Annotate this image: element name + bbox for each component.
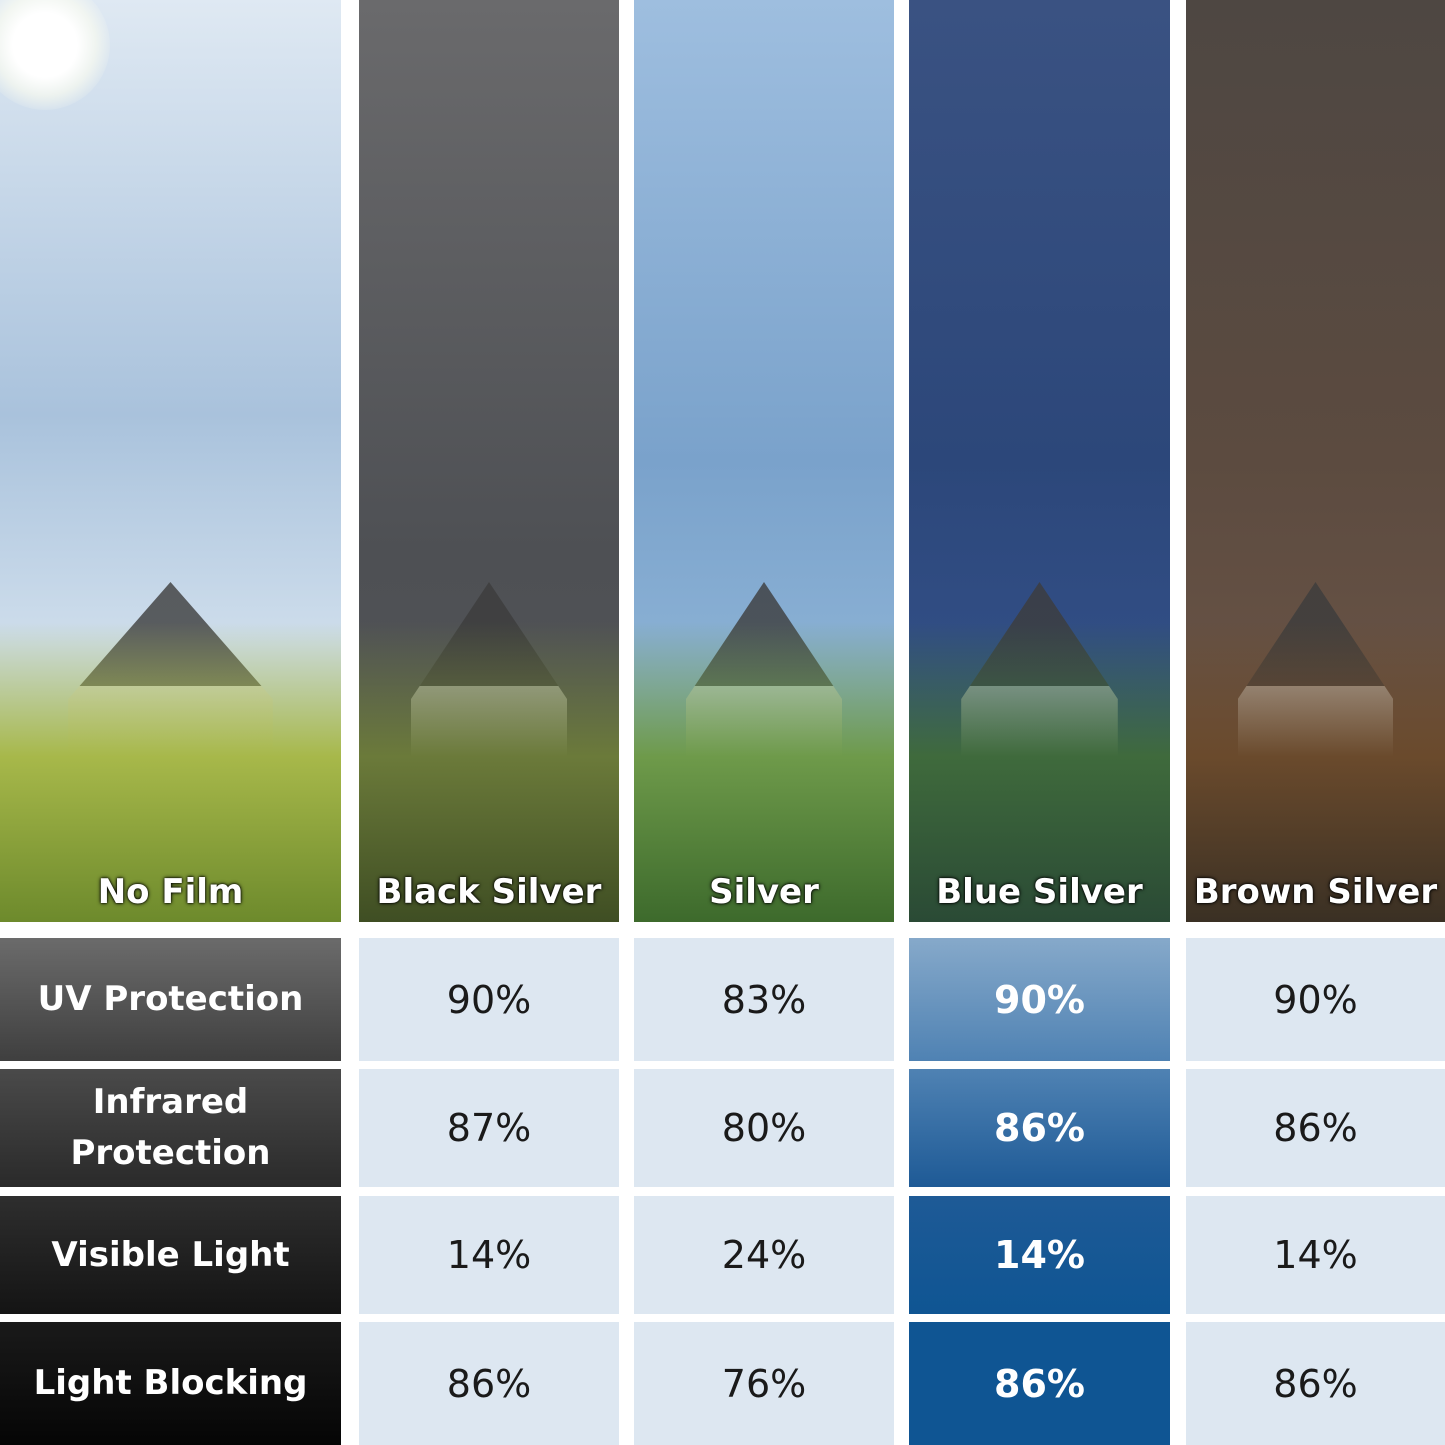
value-cell: 14%: [359, 1196, 619, 1314]
row-label-uv-protection: UV Protection: [0, 938, 341, 1061]
greenery-image: [1186, 622, 1445, 922]
value-cell: 14%: [909, 1196, 1170, 1314]
greenery-image: [359, 622, 619, 922]
value-cell: 90%: [909, 938, 1170, 1061]
row-label-light-blocking: Light Blocking: [0, 1322, 341, 1445]
value-cell: 76%: [634, 1322, 894, 1445]
value-cell: 86%: [359, 1322, 619, 1445]
row-label-visible-light: Visible Light: [0, 1196, 341, 1314]
column-title: Black Silver: [376, 872, 602, 912]
value-cell: 83%: [634, 938, 894, 1061]
column-title: Blue Silver: [936, 872, 1143, 912]
value-cell: 86%: [909, 1322, 1170, 1445]
photo-silver: Silver: [634, 0, 894, 922]
column-title: Brown Silver: [1193, 872, 1438, 912]
greenery-image: [634, 622, 894, 922]
photo-no-film: No Film: [0, 0, 341, 922]
greenery-image: [0, 622, 341, 922]
photo-blue-silver: Blue Silver: [909, 0, 1170, 922]
value-cell: 90%: [1186, 938, 1445, 1061]
value-cell: 86%: [1186, 1069, 1445, 1187]
column-title: Silver: [709, 872, 819, 912]
value-cell: 86%: [909, 1069, 1170, 1187]
greenery-image: [909, 622, 1170, 922]
value-cell: 14%: [1186, 1196, 1445, 1314]
value-cell: 24%: [634, 1196, 894, 1314]
value-cell: 90%: [359, 938, 619, 1061]
row-label-infrared-protection: Infrared Protection: [0, 1069, 341, 1187]
value-cell: 80%: [634, 1069, 894, 1187]
value-cell: 87%: [359, 1069, 619, 1187]
value-cell: 86%: [1186, 1322, 1445, 1445]
photo-brown-silver: Brown Silver: [1186, 0, 1445, 922]
column-title: No Film: [97, 872, 244, 912]
photo-black-silver: Black Silver: [359, 0, 619, 922]
